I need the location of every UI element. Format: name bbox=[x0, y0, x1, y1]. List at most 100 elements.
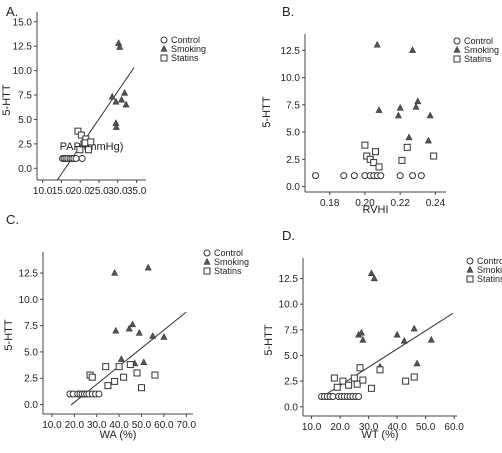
data-point-smoking bbox=[414, 97, 422, 105]
data-point-control bbox=[350, 172, 358, 180]
data-point-smoking bbox=[144, 263, 152, 271]
data-point-statins bbox=[375, 163, 383, 171]
x-tick-label: 60.0 bbox=[154, 420, 174, 431]
data-point-smoking bbox=[122, 100, 130, 108]
legend-marker-smoking bbox=[160, 44, 168, 52]
fit-line bbox=[318, 312, 453, 400]
y-tick-label: 5.0 bbox=[286, 128, 300, 139]
y-tick-label: 2.5 bbox=[24, 374, 38, 385]
data-point-smoking bbox=[373, 40, 381, 48]
y-tick-label: 12.5 bbox=[13, 42, 33, 53]
y-tick-label: 10.0 bbox=[281, 73, 301, 84]
data-point-smoking bbox=[375, 106, 383, 113]
data-point-statins bbox=[367, 384, 375, 392]
data-point-control bbox=[95, 390, 103, 398]
x-tick-label: 0.20 bbox=[355, 198, 375, 209]
x-tick-label: 10.0 bbox=[33, 186, 53, 197]
y-tick-label: 10.0 bbox=[13, 66, 33, 77]
y-tick-label: 0.0 bbox=[284, 402, 298, 413]
y-tick-label: 2.5 bbox=[18, 139, 32, 150]
y-axis-label: 5-HTT bbox=[261, 96, 273, 127]
data-point-statins bbox=[410, 373, 418, 381]
chart-panel-d: D. 0.0 2.5 5.0 7.5 10.0 12.5 10.0 20.0 30.0 40.0 50… bbox=[263, 228, 502, 441]
x-tick-label: 30.0 bbox=[359, 422, 379, 433]
legend-marker-control bbox=[160, 36, 168, 44]
data-point-statins bbox=[81, 139, 89, 147]
data-point-smoking bbox=[405, 133, 413, 141]
y-tick-label: 7.5 bbox=[286, 100, 300, 111]
legend-label-control: Control bbox=[171, 35, 200, 45]
chart-panel-c: C.0.02.55.07.510.012.510.0 20.0 30.0 40.0 50… bbox=[3, 212, 249, 441]
legend-label-statins: Statins bbox=[214, 266, 242, 276]
x-tick-label: 50.0 bbox=[132, 420, 152, 431]
data-point-control bbox=[340, 172, 348, 180]
data-point-statins bbox=[353, 380, 361, 388]
x-axis-label: RVHI bbox=[362, 204, 388, 216]
data-point-control bbox=[355, 393, 363, 401]
data-point-smoking bbox=[370, 274, 378, 282]
legend-marker-smoking bbox=[466, 265, 474, 273]
x-tick-label: 50.0 bbox=[416, 422, 436, 433]
x-tick-label: 35.0 bbox=[127, 186, 147, 197]
data-point-smoking bbox=[359, 336, 367, 343]
data-point-smoking bbox=[117, 355, 125, 362]
data-point-statins bbox=[339, 377, 347, 385]
data-point-statins bbox=[333, 383, 341, 391]
data-point-statins bbox=[111, 377, 119, 385]
legend-marker-control bbox=[453, 37, 461, 45]
data-point-smoking bbox=[112, 97, 120, 105]
data-point-control bbox=[377, 172, 385, 180]
legend-marker-statins bbox=[160, 54, 168, 62]
data-point-statins bbox=[102, 363, 110, 371]
data-point-statins bbox=[403, 143, 411, 151]
legend-label-smoking: Smoking bbox=[464, 45, 499, 55]
data-point-control bbox=[312, 172, 320, 180]
data-point-statins bbox=[133, 369, 141, 377]
data-point-smoking bbox=[135, 328, 143, 336]
data-point-statins bbox=[138, 384, 146, 392]
panel-label: A. bbox=[6, 4, 18, 19]
legend-label-statins: Statins bbox=[171, 53, 199, 63]
legend-marker-statins bbox=[453, 55, 461, 63]
data-point-statins bbox=[359, 376, 367, 384]
data-point-statins bbox=[126, 361, 134, 369]
data-point-smoking bbox=[112, 326, 120, 334]
data-point-statins bbox=[104, 382, 112, 390]
data-point-smoking bbox=[112, 123, 120, 130]
data-point-statins bbox=[330, 374, 338, 382]
x-tick-label: 60.0 bbox=[444, 422, 464, 433]
legend-label-smoking: Smoking bbox=[214, 257, 249, 267]
x-tick-label: 0.24 bbox=[426, 198, 446, 209]
data-point-control bbox=[72, 155, 80, 163]
legend-label-smoking: Smoking bbox=[477, 265, 502, 275]
data-point-statins bbox=[151, 371, 159, 379]
data-point-statins bbox=[77, 131, 85, 139]
data-point-statins bbox=[76, 146, 84, 154]
data-point-smoking bbox=[394, 111, 402, 119]
legend-label-smoking: Smoking bbox=[171, 44, 206, 54]
legend-label-statins: Statins bbox=[464, 54, 492, 64]
data-point-statins bbox=[402, 377, 410, 385]
chart-panel-a: A.0.02.55.07.510.012.515.010.0 15.0 20.0 25… bbox=[1, 4, 206, 197]
x-tick-label: 10.0 bbox=[302, 422, 322, 433]
legend-marker-control bbox=[203, 249, 211, 257]
y-tick-label: 2.5 bbox=[284, 377, 298, 388]
y-tick-label: 12.5 bbox=[19, 269, 39, 280]
data-point-smoking bbox=[424, 136, 432, 144]
y-tick-label: 0.0 bbox=[286, 182, 300, 193]
panel-label: D. bbox=[282, 228, 295, 243]
y-tick-label: 7.5 bbox=[18, 91, 32, 102]
legend-marker-statins bbox=[203, 267, 211, 275]
data-point-statins bbox=[350, 374, 358, 382]
panel-label: C. bbox=[6, 212, 19, 227]
x-tick-label: 20.0 bbox=[330, 422, 350, 433]
data-point-statins bbox=[84, 146, 92, 154]
x-tick-label: 25.0 bbox=[89, 186, 109, 197]
y-tick-label: 7.5 bbox=[284, 325, 298, 336]
legend-label-control: Control bbox=[464, 36, 493, 46]
x-tick-label: 20.0 bbox=[70, 186, 90, 197]
data-point-statins bbox=[376, 366, 384, 374]
data-point-statins bbox=[372, 148, 379, 156]
